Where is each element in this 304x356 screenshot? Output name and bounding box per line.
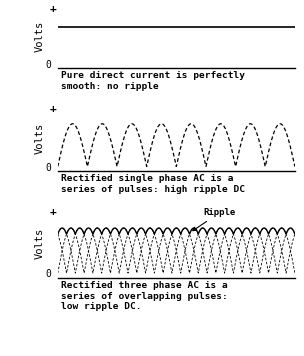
Text: +: + <box>50 104 57 114</box>
Text: +: + <box>50 207 57 217</box>
Text: Rectified three phase AC is a
series of overlapping pulses:
low ripple DC.: Rectified three phase AC is a series of … <box>61 281 228 311</box>
Text: Rectified single phase AC is a
series of pulses: high ripple DC: Rectified single phase AC is a series of… <box>61 174 245 194</box>
Y-axis label: Volts: Volts <box>34 227 44 258</box>
Text: +: + <box>50 4 57 14</box>
Y-axis label: Volts: Volts <box>34 122 44 153</box>
Text: Ripple: Ripple <box>193 208 236 231</box>
Text: Pure direct current is perfectly
smooth: no ripple: Pure direct current is perfectly smooth:… <box>61 71 245 90</box>
Y-axis label: Volts: Volts <box>34 21 44 52</box>
